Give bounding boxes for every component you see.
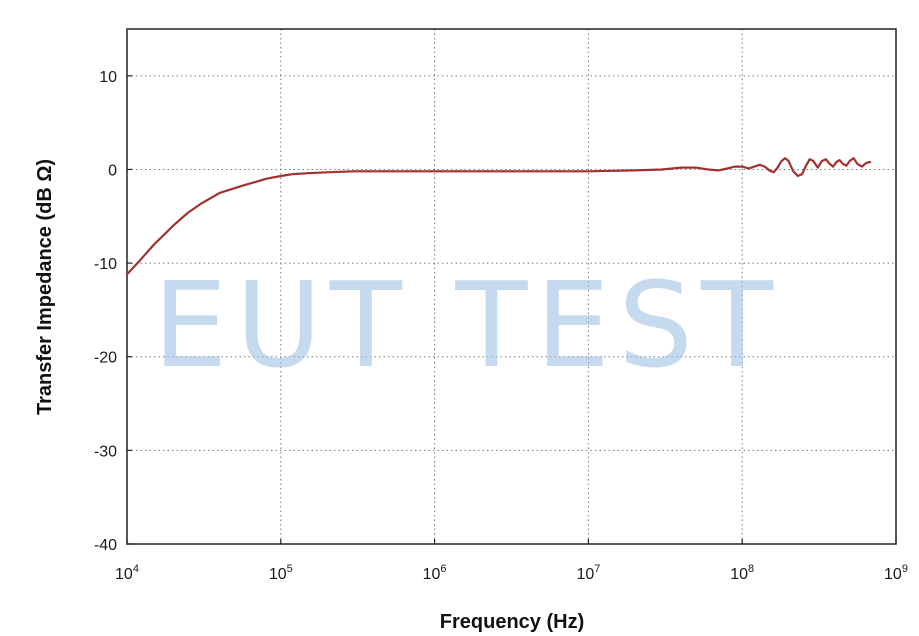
grid-lines — [127, 29, 896, 544]
x-axis-title: Frequency (Hz) — [440, 611, 584, 633]
plot-frame — [126, 28, 897, 545]
y-tick-label: -30 — [94, 443, 117, 460]
x-tick-exponent: 7 — [594, 563, 600, 575]
transfer-impedance-line — [125, 157, 872, 276]
x-tick-base: 10 — [884, 566, 902, 583]
x-tick-label: 106 — [423, 563, 447, 583]
x-tick-label: 108 — [730, 563, 754, 583]
y-tick-label: -20 — [94, 350, 117, 367]
x-tick-exponent: 9 — [902, 563, 908, 575]
x-tick-label: 104 — [115, 563, 139, 583]
y-tick-label: 10 — [99, 69, 117, 86]
y-axis-title: Transfer Impedance (dB Ω) — [34, 159, 56, 415]
x-tick-exponent: 4 — [133, 563, 139, 575]
x-tick-label: 105 — [269, 563, 293, 583]
x-tick-label: 107 — [576, 563, 600, 583]
x-tick-exponent: 8 — [748, 563, 754, 575]
y-tick-label: 0 — [108, 162, 117, 179]
x-tick-base: 10 — [730, 566, 748, 583]
y-tick-label: -40 — [94, 537, 117, 554]
watermark: EUT TEST — [153, 256, 781, 394]
x-tick-exponent: 6 — [440, 563, 446, 575]
y-tick-label: -10 — [94, 256, 117, 273]
x-tick-base: 10 — [576, 566, 594, 583]
x-tick-exponent: 5 — [287, 563, 293, 575]
x-tick-base: 10 — [115, 566, 133, 583]
x-tick-base: 10 — [423, 566, 441, 583]
x-tick-label: 109 — [884, 563, 908, 583]
x-tick-base: 10 — [269, 566, 287, 583]
